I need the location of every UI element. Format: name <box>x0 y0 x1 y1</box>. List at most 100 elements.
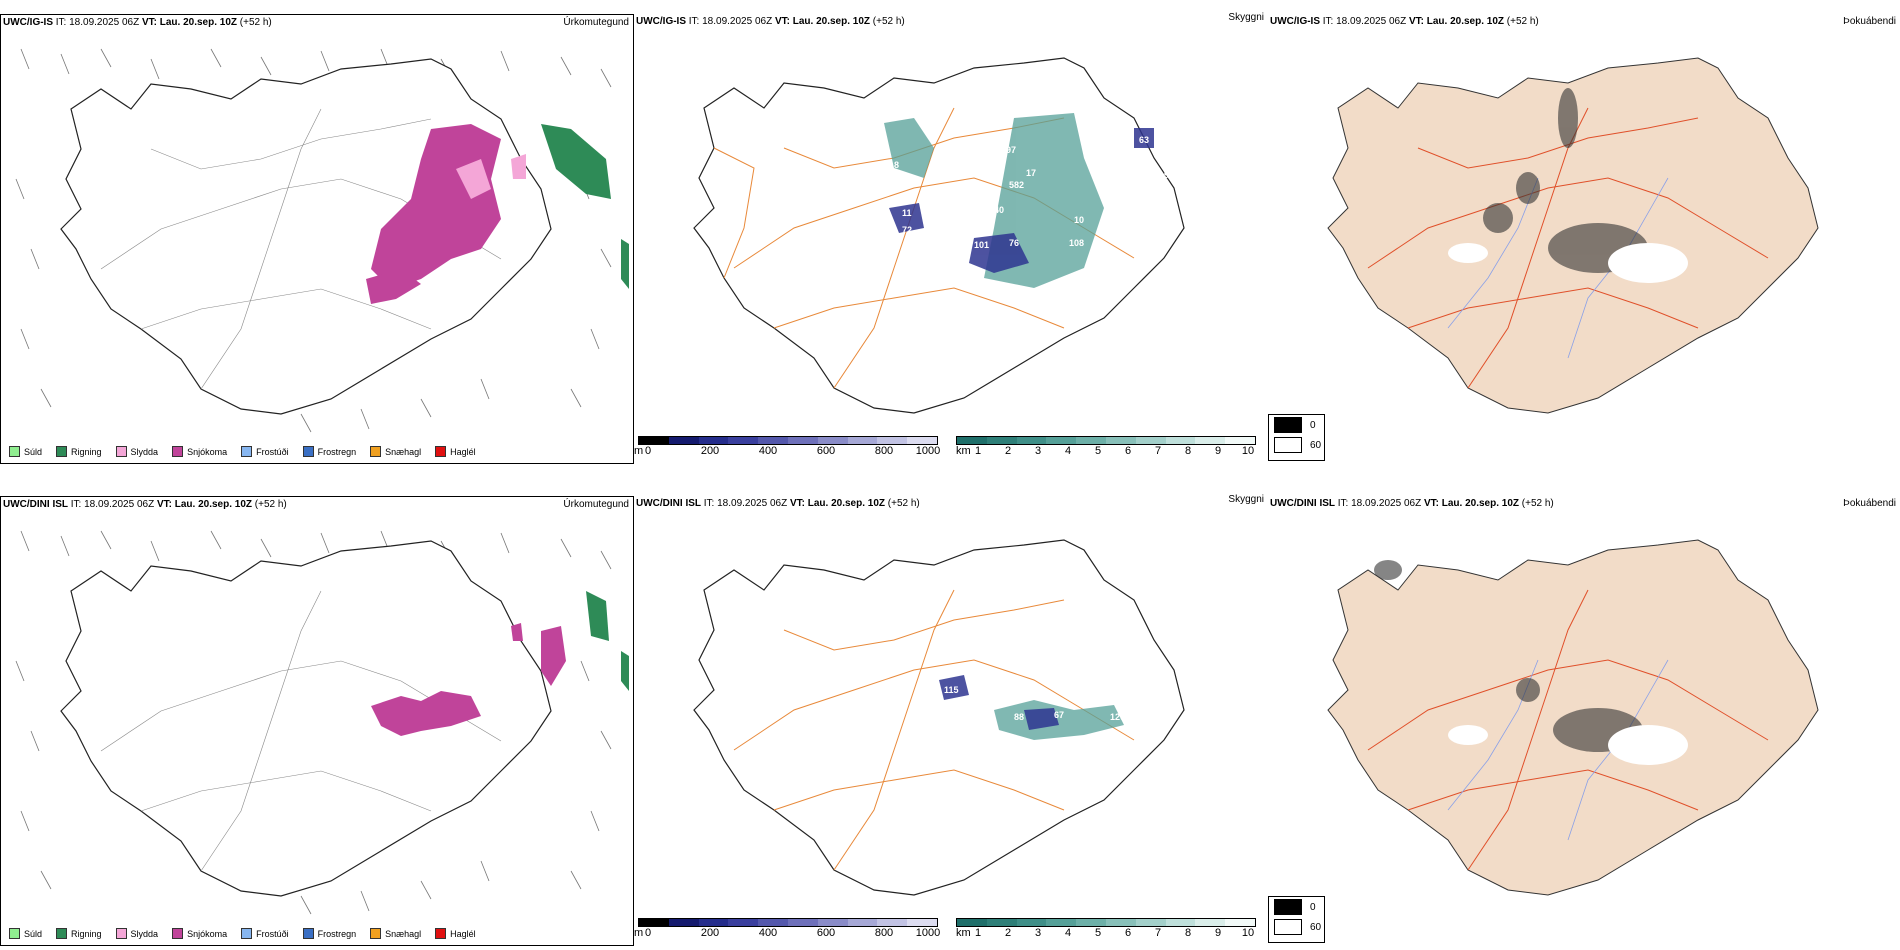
map-value-label: 24 <box>1048 652 1058 662</box>
map-value-label: 40 <box>994 205 1004 215</box>
model-name: UWC/IG-IS <box>3 17 53 28</box>
it-value: 18.09.2025 06Z <box>84 499 155 510</box>
colorbar-strip <box>638 918 938 927</box>
vt-label: VT: <box>1408 16 1424 27</box>
vt-label: VT: <box>1423 498 1439 509</box>
cloudbase-colorbar: m 0 200 400 600 800 1000 <box>634 436 941 457</box>
legend-item: Frostregn <box>302 446 356 457</box>
vt-label: VT: <box>789 498 805 509</box>
legend-item: Frostúði <box>241 446 289 457</box>
precip-map <box>15 530 629 915</box>
vt-value: Lau. 20.sep. 10Z <box>1426 16 1505 27</box>
map-value-label: 88 <box>1014 712 1024 722</box>
it-label: IT: <box>703 498 715 509</box>
colorbar-ticks: km 1 2 3 4 5 6 7 8 9 10 <box>956 927 1255 939</box>
fog-panel-top: UWC/IG-IS IT: 18.09.2025 06Z VT: Lau. 20… <box>1268 14 1900 414</box>
it-label: IT: <box>55 17 67 28</box>
lead-time: (+52 h) <box>872 16 905 27</box>
legend-item: Rigning <box>56 446 102 457</box>
map-value-label: 76 <box>1009 238 1019 248</box>
cloud-panel-bottom: UWC/DINI ISL IT: 18.09.2025 06Z VT: Lau.… <box>634 494 1268 946</box>
colorbar-ticks: m 0 200 400 600 800 1000 <box>634 445 941 457</box>
panel-header: UWC/DINI ISL IT: 18.09.2025 06Z VT: Lau.… <box>1270 496 1898 512</box>
visibility-colorbar: km 1 2 3 4 5 6 7 8 9 10 <box>956 436 1256 457</box>
colorbar-ticks: m 0 200 400 600 800 1000 <box>634 927 941 939</box>
precip-panel-bottom: UWC/DINI ISL IT: 18.09.2025 06Z VT: Lau.… <box>0 496 634 946</box>
vt-value: Lau. 20.sep. 10Z <box>807 498 886 509</box>
panel-header: UWC/IG-IS IT: 18.09.2025 06Z VT: Lau. 20… <box>636 12 1266 30</box>
colorbar-strip <box>956 918 1256 927</box>
legend-item: Haglél <box>435 928 476 939</box>
cloud-panel-top: UWC/IG-IS IT: 18.09.2025 06Z VT: Lau. 20… <box>634 12 1268 464</box>
cloudbase-map: 115 88 67 126 24 12 47 05 <box>693 539 1188 896</box>
colorbar-strip <box>638 436 938 445</box>
it-value: 18.09.2025 06Z <box>1336 16 1407 27</box>
cloud-cover-legend-bottom: 0 60 <box>1268 896 1325 943</box>
map-value-label: 12 <box>1178 625 1188 635</box>
it-label: IT: <box>1337 498 1349 509</box>
it-value: 18.09.2025 06Z <box>1351 498 1422 509</box>
fog-area <box>1374 560 1643 752</box>
map-value-label: 115 <box>944 685 959 695</box>
colorbar-ticks: km 1 2 3 4 5 6 7 8 9 10 <box>956 445 1255 457</box>
map-value-label: 63 <box>1139 135 1149 145</box>
legend-value: 60 <box>1310 439 1322 451</box>
it-label: IT: <box>70 499 82 510</box>
map-value-label: 21 <box>944 230 954 240</box>
fog-panel-bottom: UWC/DINI ISL IT: 18.09.2025 06Z VT: Lau.… <box>1268 496 1900 896</box>
precip-map <box>15 48 629 433</box>
model-name: UWC/DINI ISL <box>3 499 68 510</box>
legend-value: 0 <box>1310 419 1316 431</box>
map-value-label: 67 <box>1054 710 1064 720</box>
map-value-label: 72 <box>902 225 912 235</box>
model-name: UWC/IG-IS <box>1270 16 1320 27</box>
map-value-label: 96 <box>1164 170 1174 180</box>
panel-header: UWC/DINI ISL IT: 18.09.2025 06Z VT: Lau.… <box>636 494 1266 512</box>
panel-title: Þokuábendi <box>1843 16 1896 27</box>
cloudbase-area <box>889 128 1154 273</box>
vt-value: Lau. 20.sep. 10Z <box>174 499 253 510</box>
cloudbase-labels: 115 88 67 126 24 12 47 05 <box>944 602 1188 722</box>
map-value-label: 131 <box>879 240 894 250</box>
visibility-colorbar: km 1 2 3 4 5 6 7 8 9 10 <box>956 918 1256 939</box>
glacier-area <box>1448 725 1688 765</box>
map-value-label: 101 <box>974 240 989 250</box>
map-value-label: 47 <box>987 628 997 638</box>
map-value-label: 21 <box>964 180 974 190</box>
snow-area <box>371 623 566 736</box>
legend-item: Snjókoma <box>172 446 227 457</box>
legend-item: Slydda <box>115 446 158 457</box>
legend-value: 60 <box>1310 921 1322 933</box>
lead-time: (+52 h) <box>1506 16 1539 27</box>
legend-item: Rigning <box>56 928 102 939</box>
iceland-outline <box>693 57 1185 414</box>
legend-item: Súld <box>9 928 42 939</box>
vt-value: Lau. 20.sep. 10Z <box>159 17 238 28</box>
colorbar-strip <box>956 436 1256 445</box>
map-value-label: 14 <box>1164 150 1174 160</box>
panel-title: Skyggni <box>1228 494 1264 505</box>
map-value-label: 384 <box>896 180 911 190</box>
lead-time: (+52 h) <box>254 499 287 510</box>
legend-item: Frostregn <box>302 928 356 939</box>
it-value: 18.09.2025 06Z <box>69 17 140 28</box>
cloudbase-map: 131 11 72 21 101 76 108 10 384 582 17 97… <box>693 57 1185 414</box>
it-value: 18.09.2025 06Z <box>717 498 788 509</box>
road-network <box>1367 589 1769 871</box>
lead-time: (+52 h) <box>1521 498 1554 509</box>
panel-title: Þokuábendi <box>1843 498 1896 509</box>
panel-title: Úrkomutegund <box>563 499 629 510</box>
map-value-label: 8 <box>894 160 899 170</box>
iceland-outline <box>693 539 1185 896</box>
it-label: IT: <box>1322 16 1334 27</box>
road-network <box>733 589 1135 871</box>
panel-title: Skyggni <box>1228 12 1264 23</box>
map-value-label: 11 <box>902 208 912 218</box>
wind-barbs <box>15 530 612 915</box>
vt-label: VT: <box>156 499 172 510</box>
fog-map <box>1327 539 1819 896</box>
lead-time: (+52 h) <box>239 17 272 28</box>
map-value-label: 126 <box>1110 712 1125 722</box>
cloudbase-colorbar: m 0 200 400 600 800 1000 <box>634 918 941 939</box>
map-value-label: 05 <box>1144 602 1154 612</box>
